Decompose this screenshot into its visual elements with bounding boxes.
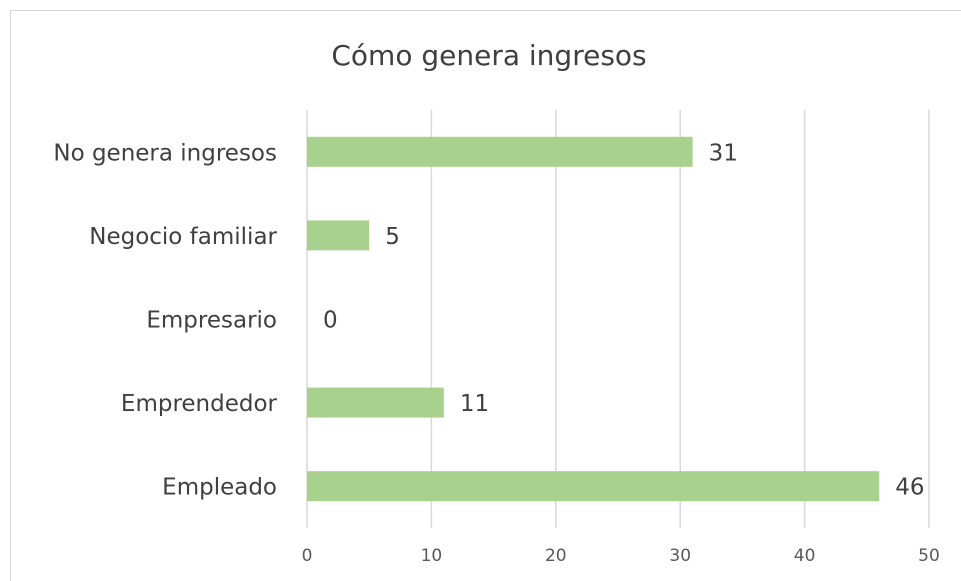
x-tick-label: 30 xyxy=(669,546,691,566)
data-label: 5 xyxy=(385,224,400,250)
x-tick-label: 50 xyxy=(918,546,940,566)
data-label: 0 xyxy=(323,308,338,334)
bar xyxy=(307,136,693,167)
bar xyxy=(307,387,444,418)
x-tick-label: 0 xyxy=(302,546,313,566)
y-tick-label: Empresario xyxy=(146,308,277,334)
y-tick-label: No genera ingresos xyxy=(53,140,277,166)
data-label: 31 xyxy=(709,140,738,166)
y-tick-label: Negocio familiar xyxy=(89,224,277,250)
x-tick-label: 40 xyxy=(794,546,816,566)
bar xyxy=(307,471,880,502)
x-tick-label: 20 xyxy=(545,546,567,566)
y-tick-label: Empleado xyxy=(162,475,277,501)
data-label: 46 xyxy=(895,475,924,501)
bar xyxy=(307,220,370,251)
chart-title: Cómo genera ingresos xyxy=(331,39,646,72)
data-label: 11 xyxy=(460,391,489,417)
y-tick-label: Emprendedor xyxy=(121,391,278,417)
x-tick-label: 10 xyxy=(421,546,443,566)
